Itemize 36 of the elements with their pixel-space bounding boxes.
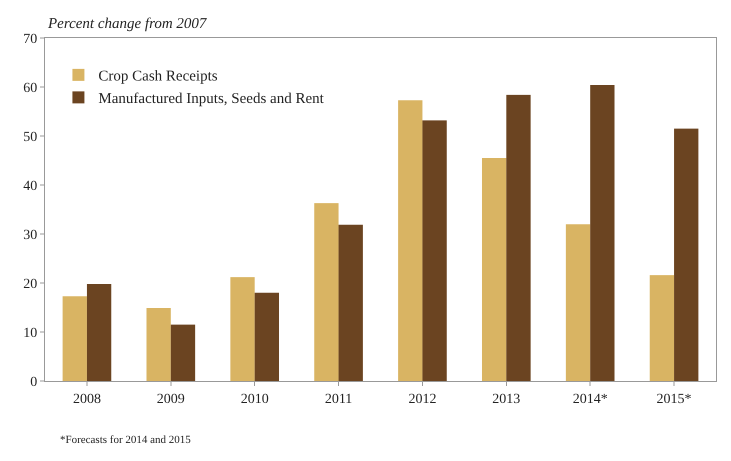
bar [146, 308, 171, 381]
y-tick-label: 70 [23, 32, 38, 47]
bar [254, 292, 280, 381]
x-tick-label: 2008 [72, 392, 101, 407]
bar [650, 275, 674, 381]
y-tick-label: 60 [23, 80, 38, 96]
y-tick-label: 0 [30, 374, 38, 390]
bar [170, 324, 196, 381]
bar [314, 203, 339, 381]
bar [422, 120, 447, 381]
text: *Forecasts for 2014 and 2015 [60, 434, 192, 446]
legend-label: Crop Cash Receipts [98, 68, 218, 85]
bar [674, 128, 698, 381]
bar [506, 94, 531, 381]
bar [62, 296, 87, 381]
y-tick-label: 20 [23, 276, 38, 292]
bar [566, 224, 590, 381]
bar [86, 284, 112, 381]
x-tick-label: 2009 [156, 392, 185, 407]
y-tick-label: 40 [23, 178, 38, 194]
bar [482, 158, 506, 381]
bar [338, 224, 363, 381]
bar [230, 277, 255, 381]
bar [398, 100, 422, 381]
bar [590, 85, 615, 381]
y-tick-label: 50 [23, 130, 38, 145]
x-tick-label: 2010 [240, 392, 269, 407]
y-tick-label: 10 [23, 326, 38, 341]
x-tick-label: 2011 [324, 392, 352, 407]
y-axis-title: Percent change from 2007 [47, 16, 208, 32]
x-tick-label: 2013 [492, 392, 520, 407]
legend-label: Manufactured Inputs, Seeds and Rent [98, 91, 325, 108]
x-tick-label: 2012 [408, 392, 436, 407]
x-tick-label: 2014* [572, 392, 608, 407]
x-tick-label: 2015* [656, 392, 692, 407]
y-tick-label: 30 [23, 228, 38, 243]
